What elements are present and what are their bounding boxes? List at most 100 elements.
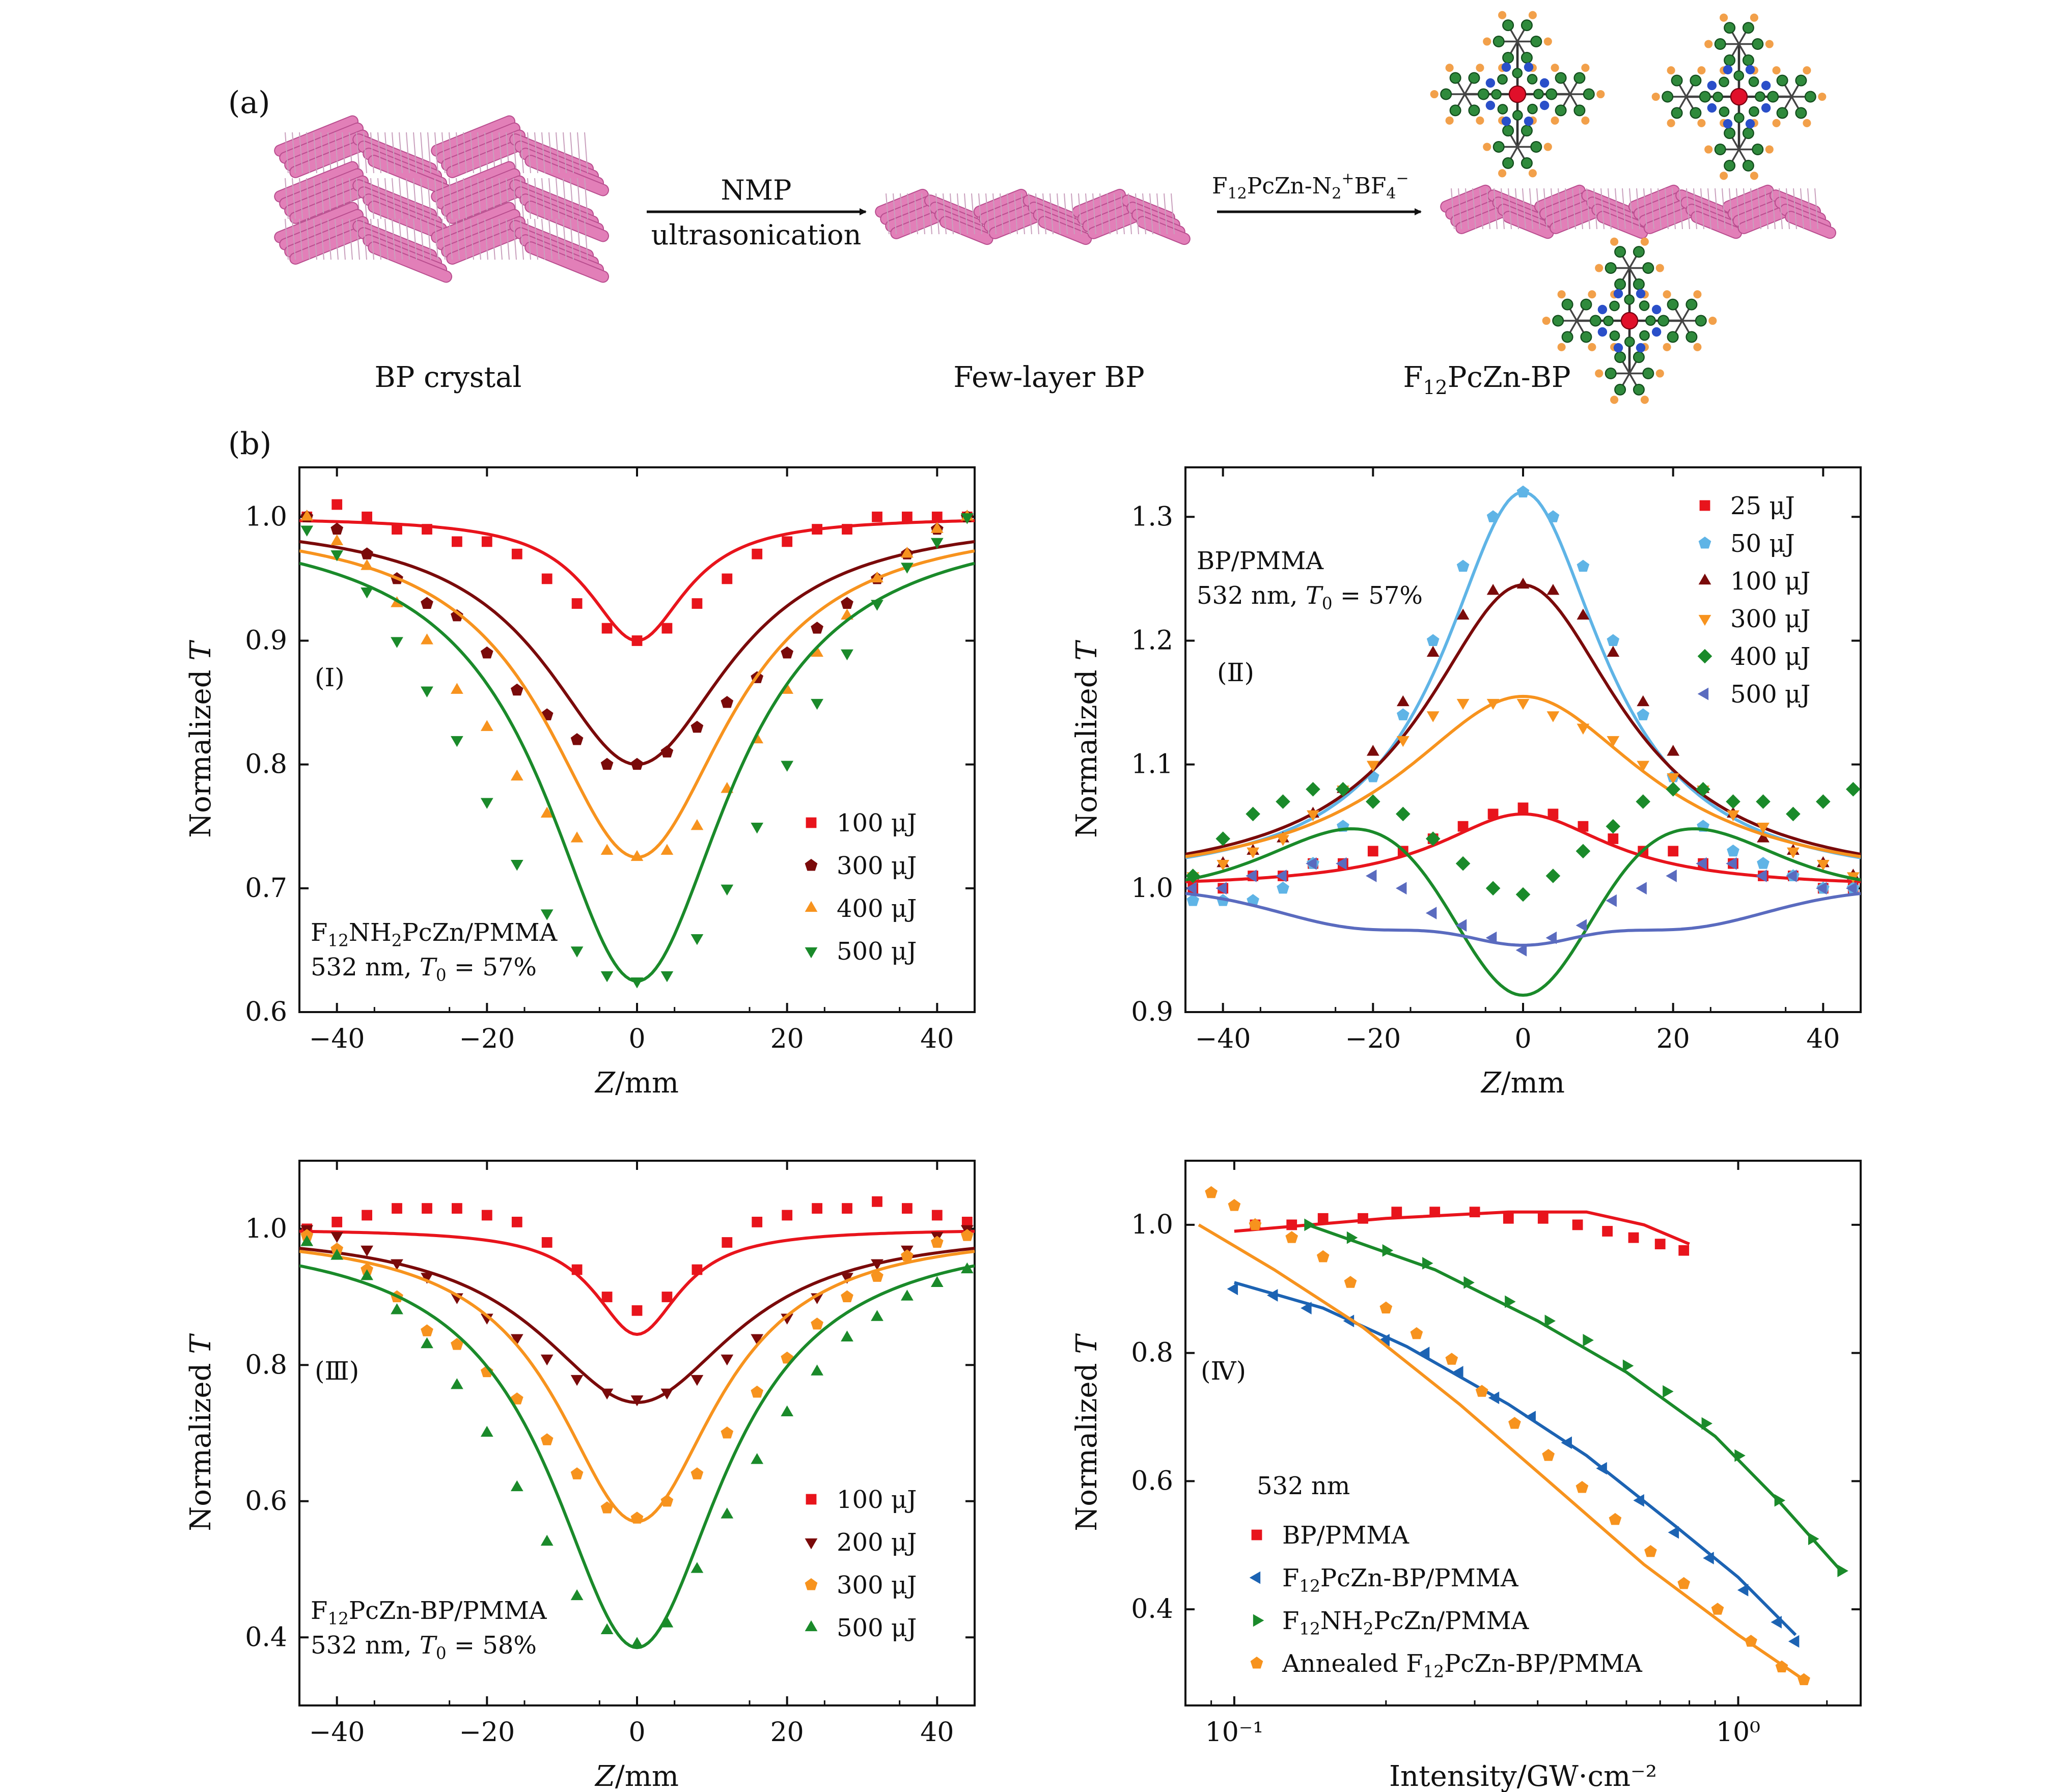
data-point xyxy=(540,1354,554,1366)
series-4 xyxy=(1185,694,1861,883)
data-point xyxy=(1488,1391,1500,1405)
data-point xyxy=(901,563,914,574)
data-point xyxy=(1475,1385,1488,1397)
data-point xyxy=(511,1217,522,1227)
data-point xyxy=(1366,745,1379,756)
annotation-text: 532 nm, T0 = 58% xyxy=(311,1631,537,1663)
product-sheet xyxy=(1440,184,1836,239)
data-point xyxy=(752,1217,763,1227)
legend: 100 μJ 200 μJ 300 μJ 500 μJ xyxy=(805,1486,917,1642)
fit-curve xyxy=(1185,892,1861,947)
data-point xyxy=(1542,1449,1555,1461)
legend-marker xyxy=(1697,649,1712,664)
bp-rod xyxy=(524,241,610,283)
legend-label: 100 μJ xyxy=(837,1486,917,1514)
chart-panel-ii: −40 −20 0 20 40 0.9 1.0 1.1 1.2 1.3 Z/mm Normalized… xyxy=(1070,466,1862,1100)
data-point xyxy=(871,571,883,583)
data-point xyxy=(1307,810,1319,822)
data-point xyxy=(1726,794,1740,809)
data-point xyxy=(330,550,344,562)
fit-curve xyxy=(1198,1223,1805,1682)
data-point xyxy=(1246,806,1260,822)
y-tick-label: 0.4 xyxy=(1131,1594,1173,1625)
legend-label: 400 μJ xyxy=(1730,642,1810,671)
data-point xyxy=(391,637,403,648)
data-point xyxy=(330,534,344,546)
plot-frame xyxy=(1184,1160,1862,1706)
crystal-layer-1 xyxy=(274,115,610,197)
data-point xyxy=(1816,860,1830,871)
data-point xyxy=(331,1217,343,1227)
data-point xyxy=(1786,806,1801,822)
plot-frame xyxy=(298,466,976,1013)
data-point xyxy=(690,1467,704,1479)
data-point xyxy=(1486,510,1500,522)
data-point xyxy=(812,1203,822,1214)
data-point xyxy=(1515,944,1527,957)
data-point xyxy=(630,850,644,861)
data-point xyxy=(1757,823,1770,834)
data-point xyxy=(300,525,314,537)
data-point xyxy=(781,646,794,659)
y-tick-label: 1.0 xyxy=(1131,873,1173,904)
data-point xyxy=(751,1385,764,1398)
x-tick-label: −40 xyxy=(1195,1024,1251,1054)
data-point xyxy=(1227,1282,1238,1296)
data-point xyxy=(1787,847,1800,859)
data-point xyxy=(1578,821,1589,832)
data-point xyxy=(931,1210,943,1221)
data-point xyxy=(902,511,913,522)
data-point xyxy=(1422,1257,1433,1270)
legend-marker xyxy=(1698,573,1711,585)
data-point xyxy=(510,860,523,871)
x-tick-label: 10⁻¹ xyxy=(1205,1717,1263,1748)
data-point xyxy=(1726,857,1737,870)
data-point xyxy=(782,1210,793,1221)
data-point xyxy=(1487,808,1499,820)
annotation-text: BP/PMMA xyxy=(1197,547,1324,575)
data-point xyxy=(1734,1449,1746,1462)
data-point xyxy=(1425,907,1437,919)
data-point xyxy=(540,806,554,818)
y-tick-label: 1.1 xyxy=(1131,749,1173,780)
data-point xyxy=(1452,1366,1463,1379)
data-point xyxy=(511,548,522,559)
bp-rod xyxy=(368,241,453,283)
data-point xyxy=(841,597,853,609)
data-point xyxy=(692,1264,703,1275)
data-point xyxy=(1666,782,1680,797)
arrow-nmp-label: NMP xyxy=(721,174,792,206)
data-point xyxy=(1316,1250,1330,1263)
data-point xyxy=(1577,559,1590,572)
data-point xyxy=(1607,646,1620,657)
legend: 100 μJ 300 μJ 400 μJ 500 μJ xyxy=(805,809,917,966)
legend-label: 100 μJ xyxy=(837,809,917,837)
data-point xyxy=(480,646,493,659)
data-point xyxy=(451,683,463,694)
x-tick-label: 40 xyxy=(1806,1024,1840,1054)
data-point xyxy=(1426,711,1440,722)
x-axis-label: Z/mm xyxy=(594,1067,679,1100)
data-point xyxy=(1727,844,1739,857)
bp-crystal-illustration xyxy=(274,115,610,283)
fit-curve xyxy=(1234,1210,1690,1246)
data-point xyxy=(1745,1635,1757,1647)
data-point xyxy=(1546,711,1560,722)
data-point xyxy=(1737,1584,1749,1597)
data-point xyxy=(1561,1436,1572,1449)
data-point xyxy=(1469,1207,1480,1218)
data-point xyxy=(661,1292,673,1302)
panel-a: (a) NMP ultrasonication F12PcZn-N2+BF4− … xyxy=(228,11,1836,404)
phthalocyanine-molecule-2 xyxy=(1651,13,1827,180)
legend-label: 100 μJ xyxy=(1730,567,1810,596)
series-2 xyxy=(299,1225,975,1407)
data-point xyxy=(1366,870,1377,882)
legend-marker xyxy=(806,1494,817,1505)
data-point xyxy=(901,1290,914,1301)
data-point xyxy=(1775,1660,1788,1673)
data-point xyxy=(690,720,704,733)
data-point xyxy=(1577,608,1590,620)
legend-label: 400 μJ xyxy=(837,894,917,923)
data-point xyxy=(1677,1577,1691,1589)
legend-label: 25 μJ xyxy=(1730,492,1795,520)
